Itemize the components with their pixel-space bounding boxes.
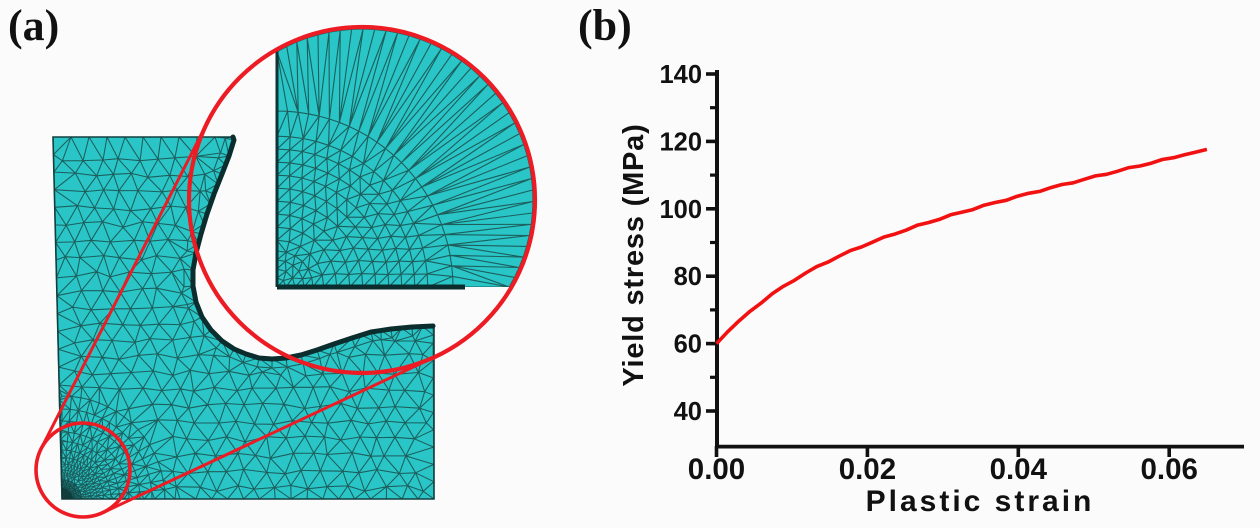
svg-text:60: 60 — [674, 331, 702, 359]
svg-text:120: 120 — [659, 128, 702, 156]
svg-text:140: 140 — [659, 61, 702, 89]
svg-text:80: 80 — [674, 263, 702, 291]
svg-text:Plastic strain: Plastic strain — [866, 485, 1095, 518]
svg-text:(b): (b) — [578, 1, 632, 50]
svg-text:Yield stress (MPa): Yield stress (MPa) — [618, 123, 650, 386]
svg-text:40: 40 — [674, 398, 702, 426]
svg-text:100: 100 — [659, 196, 702, 224]
svg-text:0.00: 0.00 — [688, 453, 745, 486]
svg-text:0.02: 0.02 — [839, 453, 896, 486]
svg-text:0.04: 0.04 — [990, 453, 1048, 486]
svg-text:0.06: 0.06 — [1140, 453, 1197, 486]
svg-text:(a): (a) — [8, 1, 59, 50]
